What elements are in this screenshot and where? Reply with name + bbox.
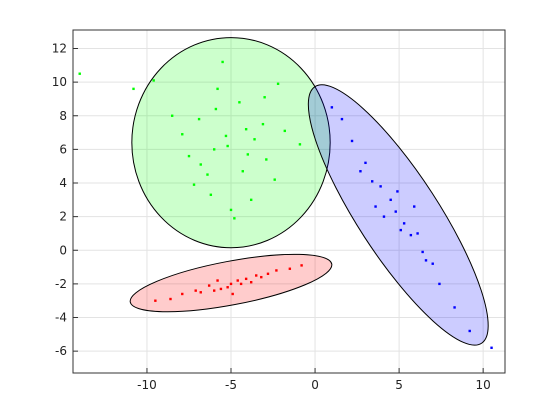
point bbox=[244, 277, 248, 281]
point bbox=[300, 264, 303, 267]
point bbox=[194, 289, 197, 292]
point bbox=[181, 133, 184, 136]
point bbox=[288, 267, 292, 270]
point bbox=[396, 190, 399, 193]
cluster-ellipse bbox=[131, 37, 331, 249]
plot-frame bbox=[72, 29, 506, 374]
point bbox=[78, 72, 81, 75]
x-tick-label: 10 bbox=[476, 378, 491, 392]
y-tick-label: 10 bbox=[52, 75, 67, 89]
point bbox=[209, 193, 213, 196]
point bbox=[221, 60, 224, 64]
x-tick-label: -5 bbox=[225, 378, 237, 392]
point bbox=[154, 299, 157, 302]
point bbox=[359, 170, 362, 173]
point bbox=[170, 114, 174, 117]
cluster-ellipse bbox=[307, 84, 489, 346]
y-tick-label: 12 bbox=[52, 41, 67, 55]
point bbox=[275, 269, 278, 272]
point bbox=[219, 287, 223, 291]
point bbox=[253, 138, 256, 141]
point bbox=[468, 329, 471, 333]
point bbox=[416, 232, 419, 235]
x-tick-label: -10 bbox=[137, 378, 157, 392]
point bbox=[206, 173, 209, 176]
point bbox=[260, 275, 263, 279]
point bbox=[249, 281, 253, 284]
point bbox=[453, 306, 456, 309]
y-tick-label: -2 bbox=[55, 277, 67, 291]
point bbox=[229, 282, 233, 286]
point bbox=[255, 274, 258, 277]
point bbox=[226, 286, 229, 289]
point bbox=[298, 143, 302, 146]
point bbox=[224, 134, 228, 138]
point bbox=[382, 215, 386, 218]
point bbox=[187, 154, 191, 158]
y-tick-label: 8 bbox=[59, 109, 67, 123]
point bbox=[216, 279, 219, 282]
point bbox=[402, 222, 406, 225]
point bbox=[276, 82, 280, 86]
point bbox=[273, 178, 276, 181]
point bbox=[266, 272, 270, 275]
point bbox=[169, 297, 172, 301]
point bbox=[238, 101, 241, 104]
point bbox=[490, 346, 493, 349]
point bbox=[231, 292, 234, 296]
point bbox=[374, 205, 377, 208]
point bbox=[226, 144, 229, 148]
point bbox=[132, 87, 135, 91]
y-tick-label: -6 bbox=[55, 344, 67, 358]
point bbox=[389, 198, 392, 202]
point bbox=[212, 289, 216, 292]
point bbox=[216, 87, 219, 91]
point bbox=[261, 122, 265, 126]
point bbox=[283, 129, 286, 133]
point bbox=[241, 170, 244, 173]
point bbox=[350, 139, 354, 143]
plot-area bbox=[73, 30, 505, 373]
point bbox=[438, 282, 441, 286]
point bbox=[340, 117, 344, 121]
point bbox=[236, 279, 239, 282]
point bbox=[199, 163, 202, 166]
point bbox=[379, 185, 382, 188]
y-tick-label: 2 bbox=[59, 210, 67, 224]
point bbox=[409, 233, 413, 237]
point bbox=[399, 228, 402, 232]
point bbox=[249, 198, 253, 202]
point bbox=[152, 79, 155, 82]
y-tick-label: 4 bbox=[59, 176, 67, 190]
point bbox=[229, 208, 233, 212]
point bbox=[364, 161, 367, 165]
point bbox=[246, 153, 250, 156]
point bbox=[431, 262, 434, 265]
point bbox=[207, 284, 211, 287]
point bbox=[199, 291, 202, 294]
point bbox=[181, 292, 184, 296]
point bbox=[413, 205, 416, 208]
point bbox=[212, 148, 216, 151]
point bbox=[192, 183, 196, 186]
x-tick-label: 0 bbox=[311, 378, 319, 392]
point bbox=[265, 158, 268, 161]
point bbox=[244, 128, 248, 131]
point bbox=[424, 259, 428, 262]
y-tick-label: 0 bbox=[59, 243, 67, 257]
point bbox=[263, 96, 266, 99]
point bbox=[421, 250, 424, 254]
point bbox=[330, 106, 334, 109]
y-tick-label: -4 bbox=[55, 311, 67, 325]
point bbox=[371, 180, 374, 183]
x-tick-label: 5 bbox=[395, 378, 403, 392]
point bbox=[197, 117, 201, 121]
point bbox=[394, 210, 397, 213]
point bbox=[233, 217, 236, 220]
point bbox=[239, 282, 243, 286]
point bbox=[214, 107, 218, 111]
y-tick-label: 6 bbox=[59, 142, 67, 156]
